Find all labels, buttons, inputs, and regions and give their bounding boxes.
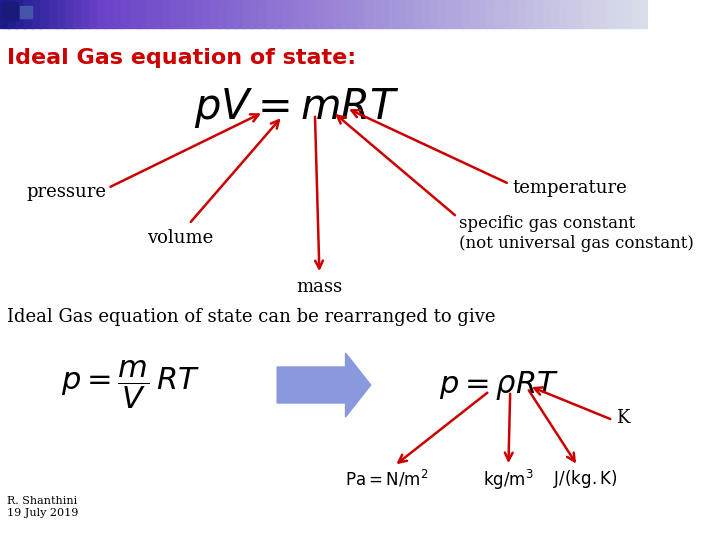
Bar [202, 0, 212, 28]
Bar [616, 0, 624, 28]
Bar [526, 0, 536, 28]
Bar [162, 0, 171, 28]
Bar [348, 0, 357, 28]
Bar [356, 0, 365, 28]
Bar [364, 0, 374, 28]
Bar [389, 0, 397, 28]
Bar [122, 0, 130, 28]
Text: R. Shanthini
19 July 2019: R. Shanthini 19 July 2019 [7, 496, 78, 518]
Bar [235, 0, 244, 28]
Bar [340, 0, 349, 28]
Bar [437, 0, 446, 28]
Bar [583, 0, 592, 28]
Polygon shape [277, 353, 371, 417]
Bar [372, 0, 382, 28]
Bar [591, 0, 600, 28]
Bar [381, 0, 390, 28]
Bar [486, 0, 495, 28]
Bar [551, 0, 559, 28]
Bar [575, 0, 584, 28]
Text: $\mathrm{J/(kg.K)}$: $\mathrm{J/(kg.K)}$ [553, 468, 617, 490]
Bar [518, 0, 527, 28]
Text: pressure: pressure [26, 183, 106, 201]
Bar [631, 0, 641, 28]
Bar [32, 0, 41, 28]
Bar [640, 0, 649, 28]
Bar [454, 0, 462, 28]
Bar [113, 0, 122, 28]
Bar [259, 0, 268, 28]
Bar [73, 0, 82, 28]
Bar [469, 0, 479, 28]
Bar [300, 0, 309, 28]
Bar [65, 0, 73, 28]
Bar [194, 0, 203, 28]
Bar [145, 0, 155, 28]
Bar [292, 0, 300, 28]
Bar [210, 0, 220, 28]
Bar [608, 0, 616, 28]
Bar [251, 0, 260, 28]
Bar [284, 0, 292, 28]
Bar [502, 0, 511, 28]
Text: $p = \dfrac{m}{V}\,RT$: $p = \dfrac{m}{V}\,RT$ [61, 359, 200, 411]
Bar [599, 0, 608, 28]
Bar [421, 0, 430, 28]
Bar [275, 0, 284, 28]
Text: mass: mass [297, 278, 343, 296]
Text: $pV = mRT$: $pV = mRT$ [194, 86, 400, 130]
Bar [446, 0, 454, 28]
Bar [138, 0, 147, 28]
Bar [243, 0, 252, 28]
Bar [219, 0, 228, 28]
Bar [307, 0, 317, 28]
Bar [227, 0, 235, 28]
Bar [8, 0, 17, 28]
Bar [130, 0, 138, 28]
Bar [19, 6, 32, 18]
Text: temperature: temperature [513, 179, 628, 197]
Text: $\mathrm{kg/m^3}$: $\mathrm{kg/m^3}$ [483, 468, 534, 492]
Bar [429, 0, 438, 28]
Bar [413, 0, 422, 28]
Text: Ideal Gas equation of state:: Ideal Gas equation of state: [7, 48, 356, 68]
Bar [397, 0, 406, 28]
Text: $\mathrm{Pa = N/m^2}$: $\mathrm{Pa = N/m^2}$ [346, 468, 428, 489]
Text: specific gas constant
(not universal gas constant): specific gas constant (not universal gas… [459, 215, 694, 252]
Bar [105, 0, 114, 28]
Bar [48, 0, 58, 28]
Bar [89, 0, 98, 28]
Bar [567, 0, 576, 28]
Bar [1, 2, 18, 20]
Bar [267, 0, 276, 28]
Bar [462, 0, 471, 28]
Text: Ideal Gas equation of state can be rearranged to give: Ideal Gas equation of state can be rearr… [7, 308, 495, 326]
Bar [494, 0, 503, 28]
Bar [332, 0, 341, 28]
Bar [24, 0, 33, 28]
Bar [510, 0, 519, 28]
Text: volume: volume [147, 229, 213, 247]
Bar [0, 0, 9, 28]
Bar [178, 0, 187, 28]
Bar [478, 0, 487, 28]
Bar [534, 0, 544, 28]
Bar [405, 0, 414, 28]
Bar [324, 0, 333, 28]
Bar [57, 0, 66, 28]
Text: K: K [616, 409, 630, 427]
Bar [40, 0, 50, 28]
Bar [154, 0, 163, 28]
Bar [543, 0, 552, 28]
Bar [81, 0, 90, 28]
Bar [97, 0, 106, 28]
Bar [186, 0, 195, 28]
Bar [170, 0, 179, 28]
Bar [16, 0, 25, 28]
Bar [624, 0, 633, 28]
Bar [559, 0, 568, 28]
Bar [316, 0, 325, 28]
Text: $p = \rho RT$: $p = \rho RT$ [439, 368, 559, 402]
